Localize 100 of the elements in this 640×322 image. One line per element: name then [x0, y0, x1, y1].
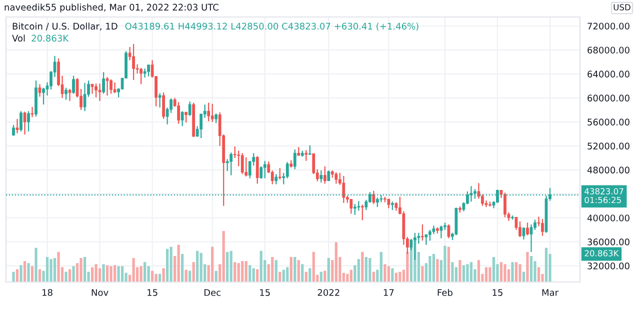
- candlestick: [147, 64, 150, 77]
- candlestick: [207, 102, 210, 122]
- candlestick: [94, 82, 98, 98]
- candlestick: [16, 118, 19, 134]
- text: Bitcoin / U.S. Dollar, 1D: [12, 22, 118, 31]
- candlestick: [83, 82, 86, 112]
- y-tick-label: 48000.00: [587, 166, 630, 174]
- candlestick: [342, 175, 346, 204]
- candlestick: [230, 152, 233, 176]
- bar: [384, 264, 386, 282]
- candlestick: [424, 234, 428, 246]
- bar: [432, 254, 435, 282]
- candlestick: [162, 92, 166, 120]
- y-tick-label: 36000.00: [588, 238, 630, 246]
- candlestick: [90, 84, 94, 94]
- bar: [113, 265, 116, 282]
- candlestick: [210, 103, 214, 122]
- text: O43189.61 H44993.12 L42850.00 C43823.07 +630.41 (+1.46%): [125, 22, 418, 31]
- y-tick-label: 52000.00: [588, 142, 630, 150]
- bar: [230, 250, 232, 282]
- x-tick-label: Dec: [204, 289, 221, 296]
- bar: [120, 266, 124, 282]
- bar: [511, 262, 514, 282]
- candlestick: [376, 196, 379, 208]
- x-tick-label: 15: [492, 289, 502, 296]
- candlestick: [200, 112, 203, 139]
- candlestick: [38, 84, 42, 98]
- candlestick: [30, 106, 34, 118]
- candlestick: [20, 110, 22, 132]
- bar: [117, 266, 120, 282]
- bar: [140, 266, 142, 282]
- bar: [500, 262, 503, 282]
- candlestick: [98, 82, 102, 102]
- candlestick: [323, 166, 326, 184]
- candlestick: [27, 110, 30, 132]
- candlestick: [504, 192, 506, 218]
- candlestick: [357, 200, 360, 212]
- bar: [530, 256, 533, 282]
- text: naveedik55 published, Mar 01, 2022 22:03 UTC: [4, 4, 218, 12]
- bar: [364, 257, 368, 282]
- bar: [200, 252, 202, 282]
- annotation: Vol: [12, 34, 25, 42]
- bar: [526, 252, 529, 282]
- x-tick-label: Mar: [542, 289, 559, 296]
- bar: [514, 262, 518, 282]
- y-tick-label: 56000.00: [588, 118, 630, 126]
- bar: [30, 266, 34, 282]
- bar: [391, 268, 394, 282]
- bar: [421, 266, 424, 282]
- bar: [428, 256, 432, 282]
- bar: [192, 262, 195, 282]
- y-tick-label: 32000.00: [588, 262, 630, 270]
- candlestick: [353, 204, 356, 216]
- bar: [470, 262, 473, 282]
- candlestick: [140, 67, 142, 85]
- bar: [53, 258, 56, 282]
- bar: [244, 261, 248, 282]
- bar: [38, 269, 42, 282]
- candlestick: [286, 162, 289, 179]
- bar: [80, 258, 82, 282]
- candlestick: [274, 174, 278, 185]
- x-tick-label: 2022: [318, 289, 340, 296]
- bar: [143, 262, 146, 282]
- bar: [312, 252, 315, 282]
- bar: [68, 269, 72, 282]
- candlestick: [132, 43, 135, 81]
- bar: [387, 266, 390, 282]
- candlestick: [177, 102, 180, 124]
- bar: [181, 254, 184, 282]
- candlestick: [440, 225, 443, 239]
- candlestick: [188, 100, 192, 116]
- x-tick-label: 17: [384, 289, 394, 296]
- candlestick: [518, 220, 522, 238]
- text: USD: [614, 4, 630, 10]
- bar: [380, 252, 382, 282]
- candlestick: [263, 160, 266, 179]
- candlestick: [214, 112, 218, 124]
- bar: [237, 263, 240, 282]
- candlestick: [102, 72, 105, 94]
- candlestick: [320, 170, 323, 184]
- bar: [274, 260, 278, 282]
- bar: [466, 264, 469, 282]
- bar: [27, 263, 30, 282]
- bar: [544, 248, 548, 282]
- bar: [537, 267, 540, 282]
- candlestick: [64, 87, 68, 100]
- bar: [518, 264, 522, 282]
- candlestick: [312, 153, 316, 175]
- bar: [90, 267, 94, 282]
- bar: [327, 258, 330, 282]
- bar: [260, 250, 262, 282]
- bar: [444, 246, 446, 282]
- bar: [226, 252, 229, 282]
- bar: [271, 257, 274, 282]
- bar: [252, 268, 255, 282]
- bar: [477, 260, 480, 282]
- bar: [147, 266, 150, 282]
- bar: [294, 257, 296, 282]
- bar: [110, 266, 112, 282]
- x-tick-label: 18: [42, 289, 52, 296]
